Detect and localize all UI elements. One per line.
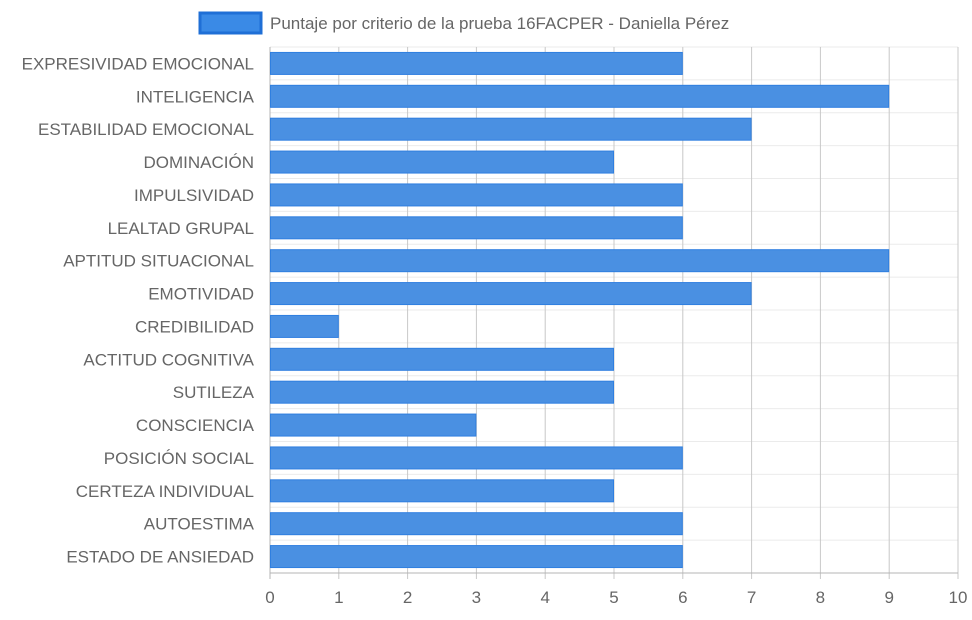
- bar: [270, 413, 477, 437]
- category-label: DOMINACIÓN: [144, 153, 255, 172]
- x-tick-label: 2: [403, 588, 412, 607]
- category-label: CERTEZA INDIVIDUAL: [76, 482, 254, 501]
- bar: [270, 150, 614, 174]
- category-label: LEALTAD GRUPAL: [108, 219, 254, 238]
- category-label: CONSCIENCIA: [136, 416, 255, 435]
- x-tick-label: 9: [884, 588, 893, 607]
- category-label: SUTILEZA: [173, 383, 255, 402]
- bar: [270, 216, 683, 240]
- x-tick-label: 10: [949, 588, 968, 607]
- bar: [270, 545, 683, 569]
- category-label: IMPULSIVIDAD: [134, 186, 254, 205]
- legend-swatch: [198, 11, 263, 35]
- x-tick-label: 8: [816, 588, 825, 607]
- bar: [270, 347, 614, 371]
- category-label: ACTITUD COGNITIVA: [83, 350, 254, 369]
- bar: [270, 314, 339, 338]
- bar: [270, 249, 890, 273]
- x-tick-label: 1: [334, 588, 343, 607]
- bar: [270, 479, 614, 503]
- bar: [270, 380, 614, 404]
- bar: [270, 51, 683, 75]
- category-label: INTELIGENCIA: [136, 87, 255, 106]
- legend-label: Puntaje por criterio de la prueba 16FACP…: [270, 14, 729, 33]
- category-label: ESTADO DE ANSIEDAD: [66, 548, 254, 567]
- bar: [270, 183, 683, 207]
- category-label: EMOTIVIDAD: [148, 285, 254, 304]
- bar: [270, 446, 683, 470]
- x-tick-label: 0: [265, 588, 274, 607]
- bar: [270, 512, 683, 536]
- category-label: APTITUD SITUACIONAL: [63, 252, 254, 271]
- x-tick-label: 5: [609, 588, 618, 607]
- bar: [270, 282, 752, 306]
- bar: [270, 117, 752, 141]
- category-label: EXPRESIVIDAD EMOCIONAL: [22, 54, 254, 73]
- category-label: AUTOESTIMA: [144, 515, 255, 534]
- x-tick-label: 3: [472, 588, 481, 607]
- x-tick-label: 4: [540, 588, 549, 607]
- category-label: ESTABILIDAD EMOCIONAL: [38, 120, 254, 139]
- category-label: CREDIBILIDAD: [135, 317, 254, 336]
- bar: [270, 84, 890, 108]
- category-label: POSICIÓN SOCIAL: [104, 449, 254, 468]
- x-tick-label: 7: [747, 588, 756, 607]
- x-tick-label: 6: [678, 588, 687, 607]
